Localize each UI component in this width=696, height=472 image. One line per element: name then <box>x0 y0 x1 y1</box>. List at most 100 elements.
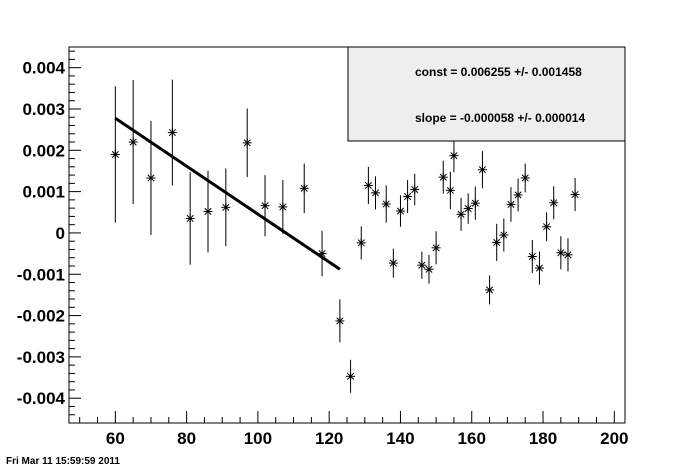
y-tick-label: -0.003 <box>17 348 65 367</box>
marker-stroke <box>514 191 522 199</box>
marker-stroke <box>432 244 440 252</box>
data-point <box>463 204 473 214</box>
marker-stroke <box>261 202 269 210</box>
data-point <box>470 198 480 208</box>
marker-stroke <box>543 223 551 231</box>
data-point <box>242 138 252 148</box>
data-point <box>346 371 356 381</box>
data-point <box>527 251 537 261</box>
data-point <box>563 250 573 260</box>
y-tick-label: 0.001 <box>22 183 65 202</box>
marker-stroke <box>471 199 479 207</box>
marker-stroke <box>347 372 355 380</box>
data-point <box>356 238 366 248</box>
data-point <box>371 188 381 198</box>
data-point <box>381 199 391 209</box>
y-tick-label: 0.002 <box>22 141 65 160</box>
data-point <box>299 183 309 193</box>
marker-stroke <box>243 139 251 147</box>
x-tick-label: 140 <box>386 429 414 448</box>
stats-slope: slope = -0.000058 +/- 0.000014 <box>415 111 585 125</box>
data-point <box>278 202 288 212</box>
data-point <box>363 180 373 190</box>
data-point <box>438 172 448 182</box>
x-tick-label: 160 <box>458 429 486 448</box>
x-tick-label: 60 <box>106 429 125 448</box>
fit-line-segment <box>114 117 341 271</box>
data-point <box>203 206 213 216</box>
data-point <box>335 316 345 326</box>
marker-stroke <box>535 264 544 272</box>
marker-stroke <box>300 184 308 192</box>
marker-stroke <box>222 203 230 211</box>
data-markers <box>110 128 580 381</box>
data-point <box>110 149 120 159</box>
y-tick-label: 0.003 <box>22 100 65 119</box>
data-point <box>260 201 270 211</box>
data-point <box>185 213 195 223</box>
data-point <box>424 264 434 274</box>
marker-stroke <box>364 181 372 189</box>
marker-stroke <box>425 265 433 273</box>
data-point <box>477 165 487 175</box>
marker-stroke <box>450 152 458 160</box>
marker-stroke <box>457 210 465 218</box>
data-point <box>499 230 509 240</box>
data-point <box>492 237 502 247</box>
data-point <box>167 128 177 138</box>
data-point <box>410 185 420 195</box>
marker-stroke <box>336 317 344 325</box>
marker-stroke <box>357 239 365 247</box>
stats-box-frame <box>347 46 626 142</box>
data-point <box>403 192 413 202</box>
data-point <box>456 209 466 219</box>
marker-stroke <box>550 199 558 207</box>
marker-stroke <box>279 203 287 211</box>
data-point <box>417 260 427 270</box>
data-point <box>431 243 441 253</box>
x-tick-label: 200 <box>600 429 628 448</box>
marker-stroke <box>464 205 472 213</box>
x-tick-label: 180 <box>529 429 557 448</box>
marker-stroke <box>129 138 137 146</box>
data-point <box>570 190 580 200</box>
data-point <box>449 151 459 161</box>
data-point <box>395 206 405 216</box>
data-point <box>506 199 516 209</box>
marker-stroke <box>439 173 447 181</box>
marker-stroke <box>404 193 412 201</box>
marker-stroke <box>571 190 579 199</box>
x-tick-label: 100 <box>244 429 272 448</box>
marker-stroke <box>557 249 565 257</box>
y-tick-label: -0.004 <box>17 389 66 408</box>
data-point <box>556 248 566 258</box>
fit-line <box>114 117 341 271</box>
marker-stroke <box>371 189 380 197</box>
marker-stroke <box>564 251 572 259</box>
marker-stroke <box>168 128 176 137</box>
marker-stroke <box>500 231 508 239</box>
data-point <box>513 190 523 200</box>
y-tick-label: 0 <box>56 224 65 243</box>
marker-stroke <box>411 185 419 194</box>
marker-stroke <box>396 207 405 215</box>
data-point <box>542 222 552 232</box>
marker-stroke <box>507 200 515 208</box>
marker-stroke <box>521 174 529 182</box>
axes: 60 80 100 120 140 160 180 200 0.004 0.003 0.002 0.0… <box>17 50 628 448</box>
x-tick-label: 120 <box>315 429 343 448</box>
marker-stroke <box>478 166 486 174</box>
data-point <box>388 258 398 268</box>
marker-stroke <box>111 150 119 158</box>
data-point <box>128 137 138 147</box>
data-point <box>520 173 530 183</box>
marker-stroke <box>493 238 501 246</box>
data-point <box>549 198 559 208</box>
stats-const: const = 0.006255 +/- 0.001458 <box>415 65 582 79</box>
data-point <box>221 202 231 212</box>
y-tick-label: 0.004 <box>22 59 65 78</box>
marker-stroke <box>147 174 155 182</box>
marker-stroke <box>389 259 397 267</box>
marker-stroke <box>186 214 194 223</box>
